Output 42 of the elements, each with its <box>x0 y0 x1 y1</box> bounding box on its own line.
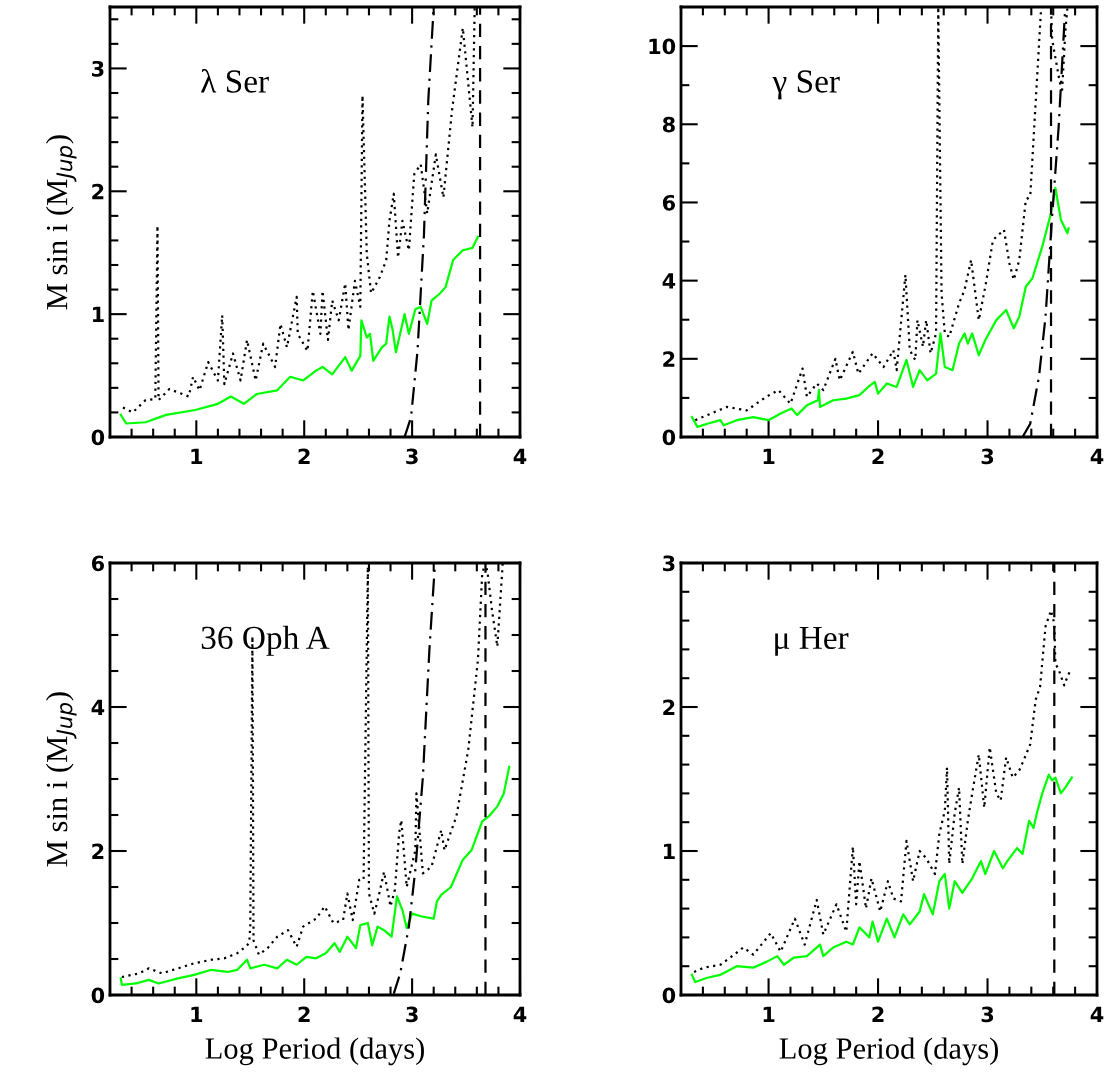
y-tick-label: 2 <box>92 183 104 200</box>
x-tick-label: 1 <box>763 448 775 464</box>
y-tick-label: 0 <box>91 429 105 446</box>
x-tick-label: 3 <box>406 1006 418 1023</box>
y-tick-label: 1 <box>663 843 675 859</box>
y-tick-label: 3 <box>663 555 675 572</box>
y-tick-label: 0 <box>662 987 676 1004</box>
x-tick-label: 1 <box>763 1006 775 1022</box>
x-tick-label: 4 <box>513 448 527 464</box>
x-axis-title: Log Period (days) <box>779 1037 998 1066</box>
y-axis-title: M sin i (M$_{Jup}$) <box>45 135 77 310</box>
annotation: λ Ser <box>201 68 269 93</box>
x-tick-label: 1 <box>191 448 203 464</box>
y-tick-label: 2 <box>663 699 675 715</box>
x-tick-label: 3 <box>406 448 418 465</box>
y-tick-label: 3 <box>92 60 104 77</box>
y-tick-label: 10 <box>649 38 676 55</box>
y-tick-label: 6 <box>662 194 676 211</box>
x-tick-label: 2 <box>298 1006 310 1022</box>
x-axis-title: Log Period (days) <box>205 1037 424 1066</box>
annotation: γ Ser <box>772 70 840 100</box>
x-tick-label: 2 <box>872 1006 884 1022</box>
y-tick-label: 8 <box>662 116 675 133</box>
y-tick-label: 0 <box>91 987 105 1004</box>
y-tick-label: 2 <box>92 843 104 859</box>
y-tick-label: 0 <box>662 429 676 446</box>
x-tick-label: 2 <box>298 448 310 464</box>
annotation: 36 Oph A <box>201 625 330 656</box>
y-tick-label: 2 <box>663 351 675 367</box>
y-tick-label: 4 <box>662 273 676 289</box>
x-tick-label: 3 <box>981 1006 994 1023</box>
x-tick-label: 1 <box>191 1006 203 1022</box>
annotation: μ Her <box>775 626 849 656</box>
x-tick-label: 4 <box>513 1006 527 1022</box>
x-tick-label: 3 <box>981 448 994 465</box>
y-axis-title: M sin i (M$_{Jup}$) <box>45 692 77 867</box>
y-tick-label: 6 <box>91 555 105 572</box>
x-tick-label: 4 <box>1090 1006 1104 1022</box>
y-tick-label: 1 <box>92 306 104 323</box>
x-tick-label: 2 <box>872 448 884 464</box>
y-tick-label: 4 <box>91 699 105 715</box>
x-tick-label: 4 <box>1090 448 1104 464</box>
